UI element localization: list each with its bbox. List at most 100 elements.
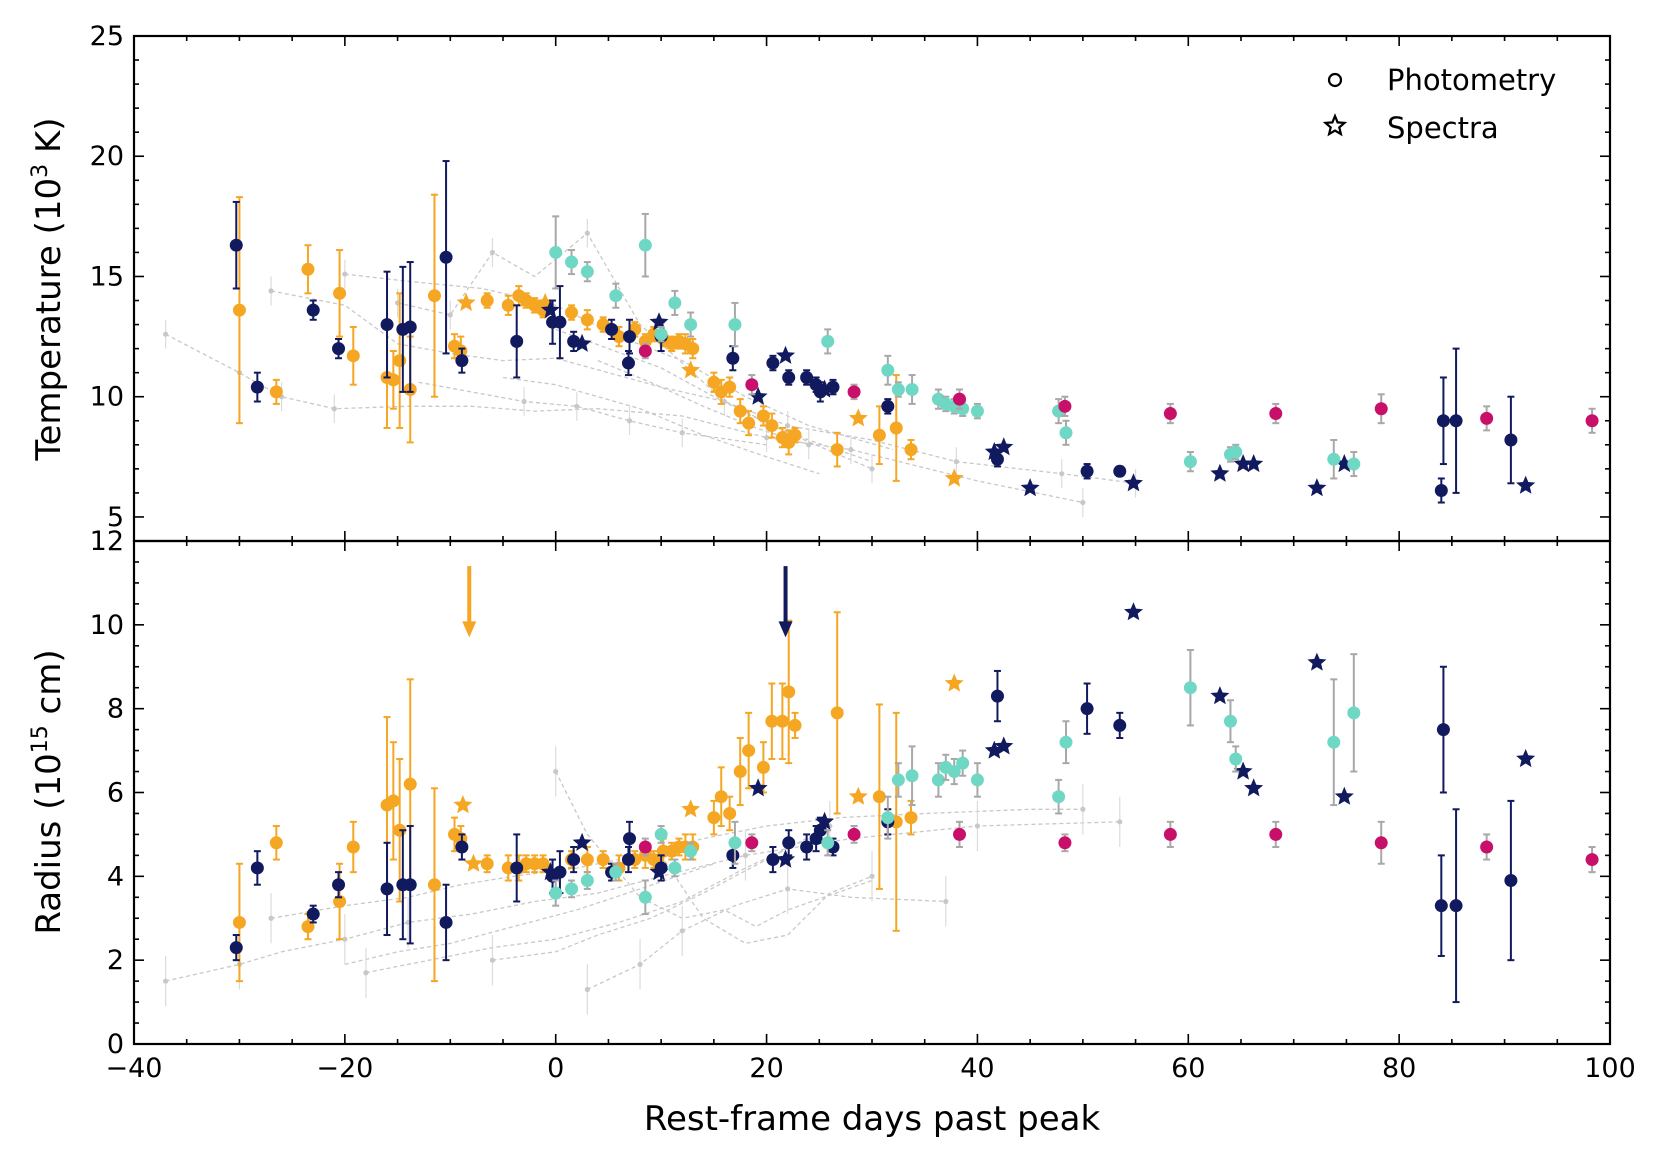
radius-comparison-point [553,768,559,775]
temperature-y-tick-label: 20 [90,141,124,172]
temperature-photometry-point [686,342,700,356]
radius-photometry-point [596,853,610,867]
temperature-spectra-point [1233,454,1253,473]
temperature-photometry-point [756,409,770,423]
radius-photometry-point [654,827,668,841]
x-tick-label: −40 [106,1053,163,1084]
radius-photometry-point [947,765,961,779]
radius-photometry-point [609,865,623,879]
radius-photometry-point [1183,681,1197,695]
radius-y-tick-label: 6 [107,778,124,809]
radius-photometry-point [891,773,905,787]
radius-photometry-point [623,832,637,846]
temperature-comparison-point [721,398,728,405]
radius-photometry-point [386,794,400,808]
radius-comparison-track [660,855,873,945]
radius-comparison-point [342,936,348,942]
temperature-comparison-point [626,418,633,424]
radius-photometry-point [269,836,283,850]
radius-photometry-point [970,773,984,787]
radius-photometry-point [756,760,770,774]
radius-photometry-point [1052,790,1066,804]
radius-photometry-point [821,836,835,850]
temperature-spectra-point [776,345,796,364]
peak-arrow-head [462,621,477,638]
temperature-photometry-point [904,443,918,457]
temperature-marks [163,160,1599,517]
temperature-photometry-point [580,265,594,279]
radius-spectra-point [1516,749,1536,768]
temperature-photometry-point [668,296,682,310]
radius-spectra-point [994,736,1014,755]
x-tick-label: 80 [1382,1053,1416,1084]
radius-photometry-point [1434,899,1448,913]
radius-photometry-point [782,685,796,699]
radius-photometry-point [580,853,594,867]
temperature-photometry-point [800,370,814,384]
radius-photometry-point [765,714,779,728]
temperature-comparison-point [953,459,959,465]
temperature-photometry-point [1059,426,1073,440]
temperature-photometry-point [1504,433,1518,447]
temperature-photometry-point [229,238,243,252]
radius-comparison-point [637,961,643,967]
temperature-photometry-point [953,392,967,406]
radius-spectra-point [464,853,483,872]
temperature-photometry-point [1229,445,1243,459]
radius-photometry-point [1229,752,1243,766]
radius-y-axis-label: Radius (1015 cm) [28,649,69,934]
radius-comparison-track [555,771,873,928]
radius-photometry-point [847,827,861,841]
temperature-spectra-point [748,386,768,405]
temperature-photometry-point [742,416,756,430]
temperature-photometry-point [1080,464,1094,478]
radius-photometry-point [684,844,698,858]
radius-photometry-point [1585,853,1599,867]
radius-spectra-point [1244,778,1264,797]
radius-comparison-point [1080,806,1086,812]
temperature-comparison-track [502,376,820,475]
radius-photometry-point [1059,735,1073,749]
radius-axis-ticks: 0 2 4 6 8 10 12 −40 −20 0 20 40 60 80 100 [90,526,1636,1084]
radius-marks [163,602,1599,1015]
x-tick-label: 100 [1584,1053,1636,1084]
temperature-photometry-point [782,370,796,384]
legend-spectra-marker [1322,113,1348,137]
radius-comparison-point [163,978,169,984]
radius-comparison-point [869,873,875,879]
radius-spectra-point [944,673,964,692]
radius-photometry-point [403,777,417,791]
temperature-comparison-point [447,312,453,318]
radius-photometry-point [1223,714,1237,728]
legend-photometry-label: Photometry [1387,63,1556,97]
radius-photometry-point [549,886,563,900]
temperature-photometry-point [1113,464,1127,478]
x-tick-label: 60 [1171,1053,1205,1084]
radius-photometry-point [536,857,550,871]
legend-spectra-label: Spectra [1387,111,1499,145]
radius-y-tick-label: 12 [90,526,124,557]
temperature-photometry-point [1434,484,1448,497]
radius-photometry-point [714,790,728,804]
radius-photometry-point [956,756,970,770]
radius-spectra-point [848,786,868,805]
temperature-photometry-point [728,318,742,332]
temperature-photometry-point [501,298,515,312]
temperature-panel: 5 10 15 20 25 Temperature (103 K) Photometry… [28,21,1612,543]
x-tick-label: 20 [749,1053,783,1084]
temperature-comparison-point [763,434,770,441]
temperature-photometry-point [549,245,563,259]
radius-photometry-point [455,840,469,854]
temperature-spectra-point [994,437,1014,456]
temperature-plot-area [163,160,1599,517]
temperature-photometry-point [821,334,835,348]
temperature-spectra-point [1516,475,1536,494]
temperature-photometry-point [269,385,283,399]
temperature-spectra-point [815,379,835,398]
temperature-comparison-point [679,430,685,436]
radius-photometry-point [728,836,742,850]
radius-photometry-point [1327,735,1341,749]
temperature-spectra-point [456,292,476,311]
temperature-photometry-point [403,320,417,334]
radius-comparison-track [587,888,946,991]
